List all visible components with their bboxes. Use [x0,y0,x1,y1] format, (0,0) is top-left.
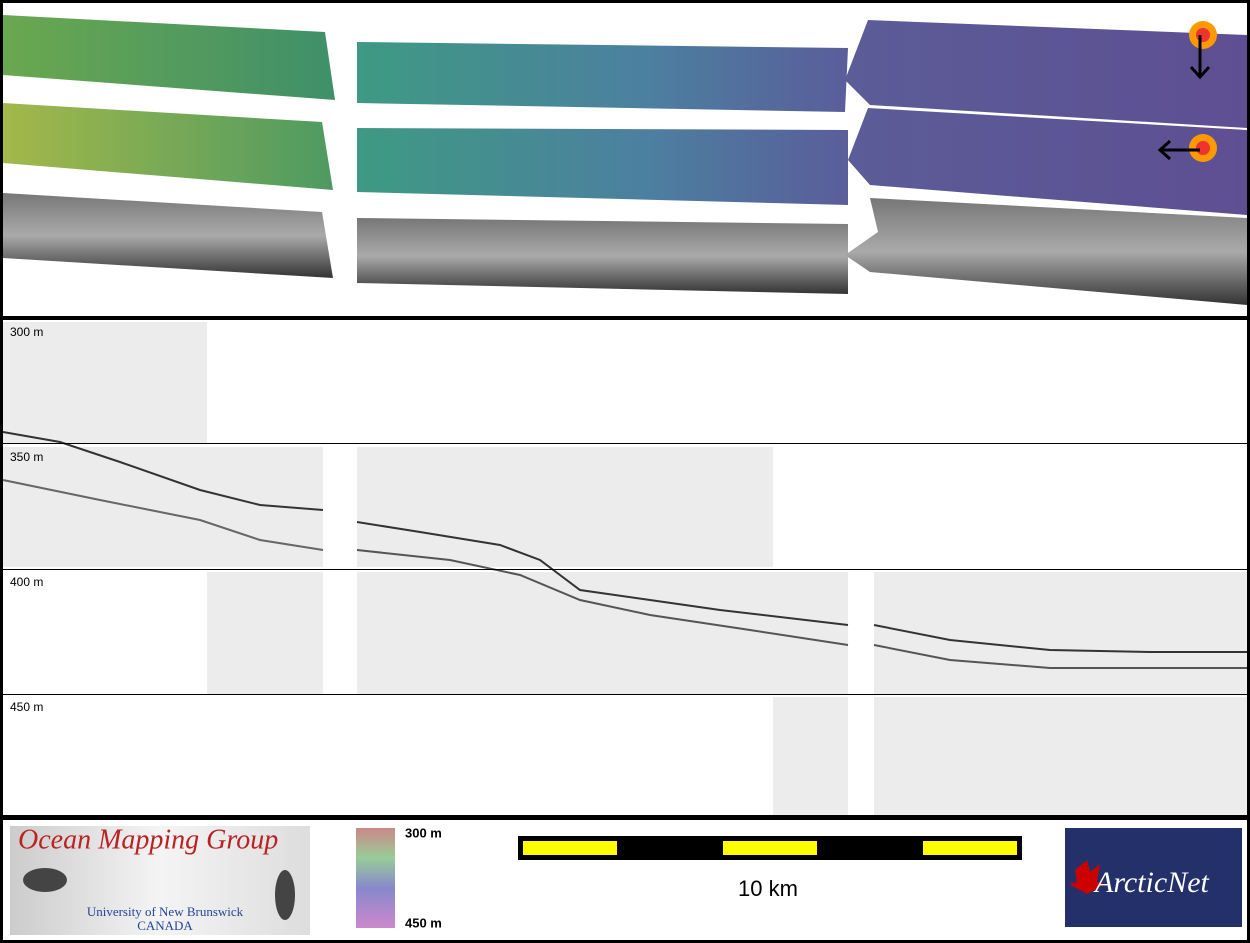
sun-icons [1157,21,1217,162]
depth-label: 300 m [10,325,43,339]
colorbar-label: 300 m [405,825,442,840]
depth-label: 450 m [10,700,43,714]
seabed-reflectors [2,431,1247,669]
depth-label: 350 m [10,450,43,464]
scale-label: 10 km [738,876,798,901]
partner-logo-text: ArcticNet [1093,866,1210,899]
logo-university: University of New Brunswick [87,904,244,919]
depth-label: 400 m [10,575,43,589]
maple-leaf [1069,860,1105,894]
colorbar-label: 450 m [405,915,442,930]
logo-icon [23,868,67,892]
colorbar [356,828,395,928]
logo-icon [275,870,295,920]
swaths [3,15,1247,305]
depth-lines [3,443,1247,695]
logo-title: Ocean Mapping Group [18,824,278,855]
profile-sections [3,322,1247,815]
logo-country: CANADA [137,918,193,933]
scale-bar-segments [523,841,1017,855]
